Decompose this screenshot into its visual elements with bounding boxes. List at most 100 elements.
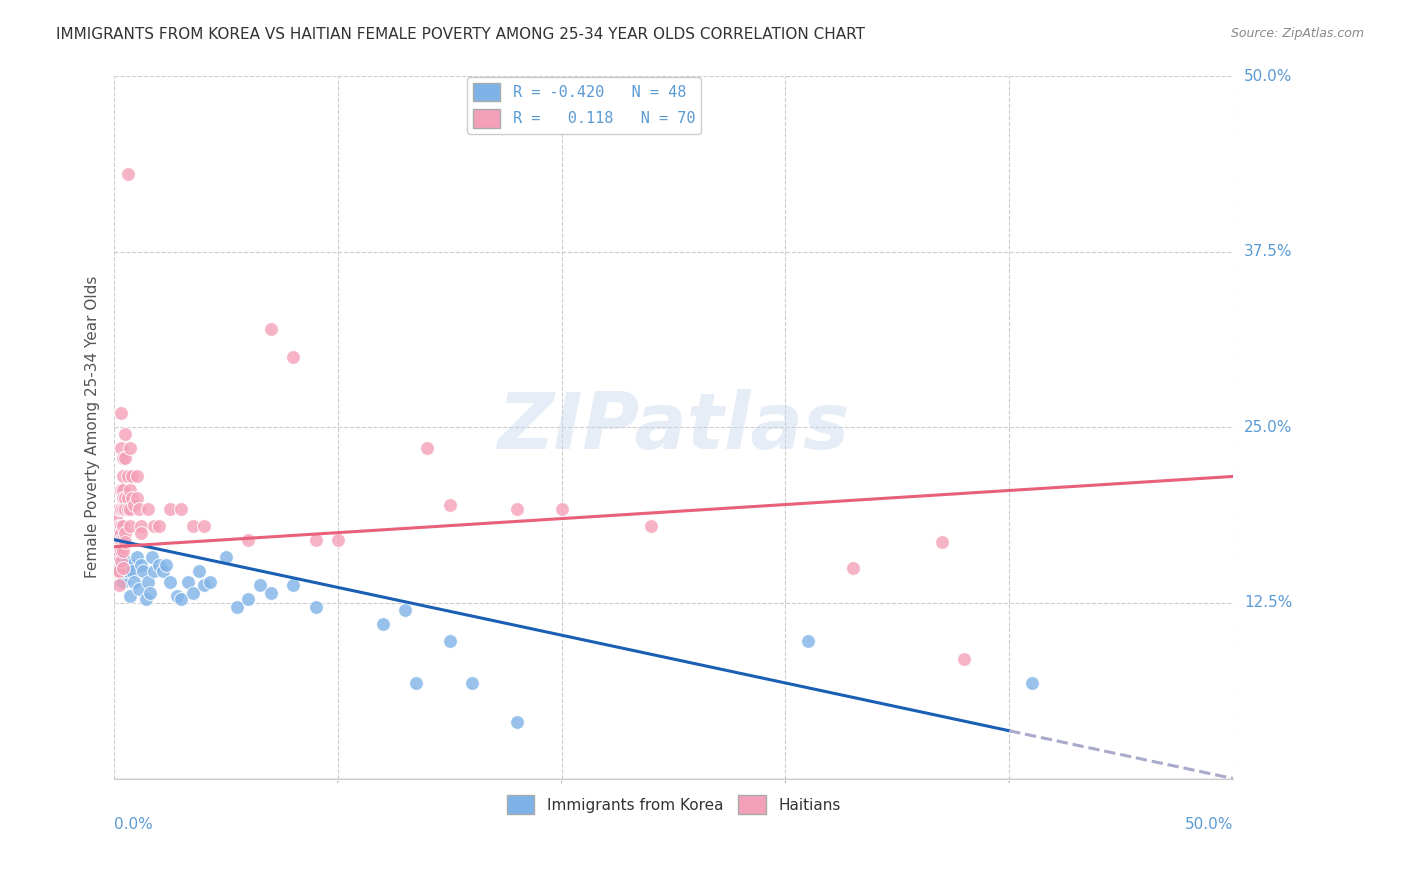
Point	[166, 589, 188, 603]
Point	[134, 591, 156, 606]
Point	[439, 633, 461, 648]
Point	[112, 533, 135, 547]
Point	[112, 451, 135, 466]
Point	[136, 501, 159, 516]
Point	[105, 547, 128, 561]
Point	[107, 525, 129, 540]
Point	[1021, 676, 1043, 690]
Point	[110, 442, 132, 456]
Point	[117, 167, 139, 181]
Point	[226, 600, 249, 615]
Point	[193, 518, 215, 533]
Point	[143, 518, 166, 533]
Text: Source: ZipAtlas.com: Source: ZipAtlas.com	[1230, 27, 1364, 40]
Point	[238, 591, 260, 606]
Point	[110, 544, 132, 558]
Point	[105, 564, 128, 578]
Point	[181, 586, 204, 600]
Point	[143, 564, 166, 578]
Text: 25.0%: 25.0%	[1244, 420, 1292, 434]
Point	[439, 498, 461, 512]
Point	[114, 564, 136, 578]
Point	[159, 501, 181, 516]
Point	[841, 561, 863, 575]
Point	[112, 491, 135, 505]
Point	[110, 574, 132, 589]
Point	[110, 518, 132, 533]
Legend: Immigrants from Korea, Haitians: Immigrants from Korea, Haitians	[501, 789, 846, 820]
Point	[112, 518, 135, 533]
Point	[260, 586, 283, 600]
Point	[125, 469, 148, 483]
Point	[238, 533, 260, 547]
Y-axis label: Female Poverty Among 25-34 Year Olds: Female Poverty Among 25-34 Year Olds	[86, 277, 100, 578]
Point	[107, 564, 129, 578]
Point	[124, 498, 146, 512]
Point	[139, 586, 162, 600]
Point	[129, 558, 152, 572]
Point	[128, 582, 150, 596]
Text: 50.0%: 50.0%	[1244, 69, 1292, 84]
Point	[110, 554, 132, 568]
Text: ZIPatlas: ZIPatlas	[498, 389, 849, 466]
Point	[283, 577, 305, 591]
Point	[114, 535, 136, 549]
Point	[136, 574, 159, 589]
Point	[640, 518, 662, 533]
Point	[260, 322, 283, 336]
Point	[114, 501, 136, 516]
Text: 0.0%: 0.0%	[114, 817, 153, 832]
Point	[128, 501, 150, 516]
Point	[112, 469, 135, 483]
Point	[129, 525, 152, 540]
Point	[283, 350, 305, 364]
Point	[371, 617, 394, 632]
Point	[114, 491, 136, 505]
Point	[118, 589, 141, 603]
Point	[304, 533, 326, 547]
Text: IMMIGRANTS FROM KOREA VS HAITIAN FEMALE POVERTY AMONG 25-34 YEAR OLDS CORRELATIO: IMMIGRANTS FROM KOREA VS HAITIAN FEMALE …	[56, 27, 865, 42]
Point	[105, 547, 128, 561]
Point	[112, 501, 135, 516]
Point	[129, 518, 152, 533]
Point	[121, 491, 143, 505]
Point	[114, 427, 136, 442]
Point	[170, 501, 193, 516]
Point	[107, 577, 129, 591]
Point	[110, 406, 132, 420]
Point	[110, 525, 132, 540]
Point	[112, 561, 135, 575]
Point	[193, 577, 215, 591]
Point	[118, 442, 141, 456]
Text: 50.0%: 50.0%	[1185, 817, 1233, 832]
Point	[112, 544, 135, 558]
Point	[551, 501, 574, 516]
Point	[107, 501, 129, 516]
Point	[177, 574, 200, 589]
Point	[188, 564, 211, 578]
Point	[461, 676, 484, 690]
Point	[152, 564, 174, 578]
Point	[107, 561, 129, 575]
Point	[141, 549, 163, 564]
Point	[118, 518, 141, 533]
Point	[112, 483, 135, 498]
Point	[117, 491, 139, 505]
Point	[114, 554, 136, 568]
Point	[121, 564, 143, 578]
Point	[125, 491, 148, 505]
Point	[121, 469, 143, 483]
Point	[953, 652, 976, 666]
Point	[125, 549, 148, 564]
Point	[117, 564, 139, 578]
Point	[117, 501, 139, 516]
Point	[148, 558, 170, 572]
Point	[105, 530, 128, 544]
Point	[506, 715, 529, 730]
Point	[124, 574, 146, 589]
Point	[105, 511, 128, 525]
Point	[112, 554, 135, 568]
Point	[797, 633, 820, 648]
Point	[114, 451, 136, 466]
Point	[394, 603, 416, 617]
